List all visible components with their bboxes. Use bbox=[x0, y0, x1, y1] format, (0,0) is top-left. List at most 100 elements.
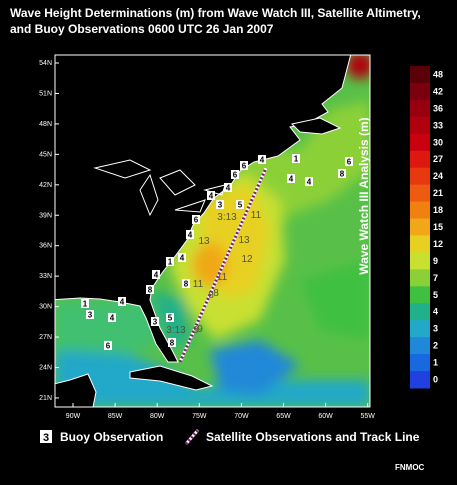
lat-label: 51N bbox=[39, 90, 52, 97]
colorbar-label: 3 bbox=[433, 324, 438, 334]
colorbar-title: Wave Watch III Analysis (m) bbox=[357, 117, 371, 274]
buoy-value: 5 bbox=[168, 314, 173, 323]
buoy-value: 4 bbox=[226, 184, 231, 193]
buoy-box bbox=[305, 177, 313, 186]
colorbar-label: 15 bbox=[433, 222, 443, 232]
buoy-box bbox=[166, 313, 174, 322]
lon-label: 70W bbox=[234, 413, 249, 420]
lat-label: 27N bbox=[39, 334, 52, 341]
buoy-box bbox=[186, 230, 194, 239]
lon-label: 75W bbox=[192, 413, 207, 420]
buoy-value: 4 bbox=[260, 156, 265, 165]
track-line bbox=[178, 167, 268, 363]
lon-label: 80W bbox=[150, 413, 165, 420]
title-line: Wave Height Determinations (m) from Wave… bbox=[10, 6, 421, 20]
colorbar-label: 27 bbox=[433, 154, 443, 164]
track-value: 3:13 bbox=[166, 325, 186, 336]
colorbar-label: 5 bbox=[433, 290, 438, 300]
buoy-value: 4 bbox=[289, 175, 294, 184]
lat-label: 36N bbox=[39, 243, 52, 250]
buoy-value: 8 bbox=[184, 280, 189, 289]
buoy-value: 1 bbox=[83, 300, 88, 309]
colorbar-label: 18 bbox=[433, 205, 443, 215]
buoy-value: 4 bbox=[180, 254, 185, 263]
colorbar-label: 36 bbox=[433, 103, 443, 113]
buoy-value: 6 bbox=[106, 342, 111, 351]
buoy-box bbox=[345, 157, 353, 166]
colorbar-swatch bbox=[410, 201, 430, 220]
buoy-box bbox=[192, 215, 200, 224]
colorbar-swatch bbox=[410, 354, 430, 372]
buoy-box bbox=[292, 154, 300, 163]
buoy-box bbox=[108, 313, 116, 322]
track-value: 11 bbox=[251, 210, 262, 221]
buoy-box bbox=[236, 200, 244, 209]
buoy-box bbox=[231, 170, 239, 179]
buoy-box bbox=[258, 155, 266, 164]
buoy-value: 3 bbox=[218, 201, 223, 210]
buoy-box bbox=[81, 299, 89, 308]
buoy-box bbox=[166, 257, 174, 266]
buoy-value: 4 bbox=[188, 231, 193, 240]
track-value: 12 bbox=[241, 254, 253, 265]
buoy-value: 6 bbox=[347, 158, 352, 167]
land bbox=[55, 373, 97, 407]
buoy-value: 6 bbox=[194, 216, 199, 225]
colorbar-swatch bbox=[410, 371, 430, 389]
colorbar-label: 42 bbox=[433, 86, 443, 96]
colorbar-swatch bbox=[410, 184, 430, 203]
buoy-box bbox=[216, 200, 224, 209]
track-value: 13 bbox=[238, 235, 250, 246]
track-value: 3:13 bbox=[217, 212, 237, 223]
track-value: 11 bbox=[193, 279, 204, 290]
colorbar-swatch bbox=[410, 218, 430, 236]
buoy-box bbox=[104, 341, 112, 350]
colorbar-swatch bbox=[410, 99, 430, 118]
buoy-value: 8 bbox=[340, 170, 345, 179]
map-frame bbox=[54, 54, 371, 408]
buoy-box bbox=[86, 310, 94, 319]
colorbar-label: 2 bbox=[433, 341, 438, 351]
lat-label: 30N bbox=[39, 304, 52, 311]
buoy-value: 6 bbox=[242, 162, 247, 171]
land bbox=[290, 117, 342, 135]
buoy-value: 5 bbox=[238, 201, 243, 210]
lat-label: 48N bbox=[39, 121, 52, 128]
colorbar-label: 48 bbox=[433, 69, 443, 79]
legend-buoy-symbol: 3 bbox=[43, 432, 49, 444]
buoy-box bbox=[152, 270, 160, 279]
colorbar-swatch bbox=[410, 337, 430, 355]
legend-buoy: Buoy Observation bbox=[60, 430, 163, 444]
buoy-value: 3 bbox=[153, 318, 158, 327]
colorbar-label: 1 bbox=[433, 358, 438, 368]
legend-buoy-box bbox=[40, 430, 52, 443]
colorbar-label: 33 bbox=[433, 120, 443, 130]
buoy-box bbox=[178, 253, 186, 262]
colorbar-label: 0 bbox=[433, 375, 438, 385]
buoy-value: 1 bbox=[294, 155, 299, 164]
colorbar-label: 12 bbox=[433, 239, 443, 249]
buoy-box bbox=[207, 191, 215, 200]
map bbox=[55, 55, 370, 407]
colorbar-swatch bbox=[410, 235, 430, 253]
track-value: 8 bbox=[213, 288, 219, 299]
colorbar-swatch bbox=[410, 320, 430, 338]
buoy-box bbox=[182, 279, 190, 288]
colorbar-swatch bbox=[410, 66, 430, 84]
colorbar-swatch bbox=[410, 269, 430, 287]
colorbar-swatch bbox=[410, 82, 430, 101]
colorbar-swatch bbox=[410, 116, 430, 135]
colorbar-label: 7 bbox=[433, 273, 438, 283]
colorbar-swatch bbox=[410, 133, 430, 152]
lon-label: 55W bbox=[360, 413, 375, 420]
lat-label: 33N bbox=[39, 273, 52, 280]
legend-track-icon bbox=[184, 429, 200, 445]
buoy-value: 1 bbox=[168, 258, 173, 267]
colorbar-swatch bbox=[410, 286, 430, 304]
lon-label: 60W bbox=[318, 413, 333, 420]
buoy-box bbox=[118, 297, 126, 306]
buoy-box bbox=[151, 317, 159, 326]
buoy-value: 4 bbox=[307, 178, 312, 187]
colorbar-label: 30 bbox=[433, 137, 443, 147]
